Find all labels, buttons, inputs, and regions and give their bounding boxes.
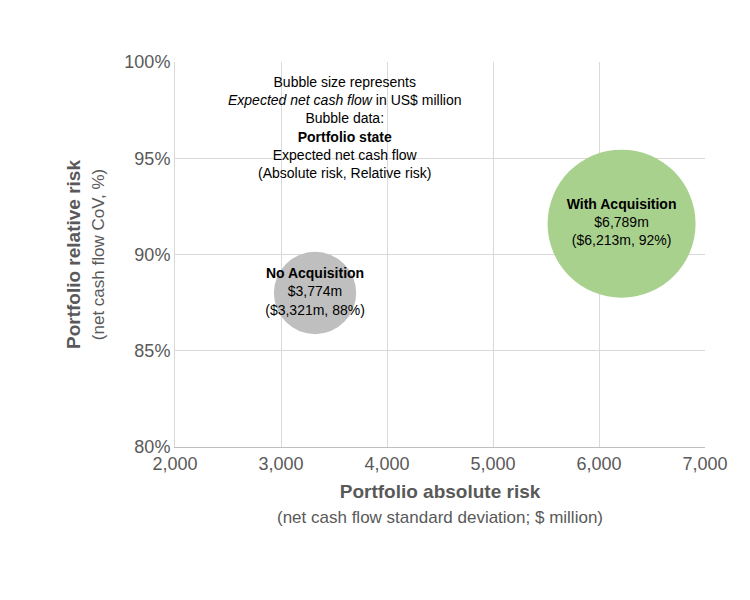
svg-text:100%: 100%	[124, 52, 170, 72]
svg-text:5,000: 5,000	[470, 454, 515, 474]
svg-text:4,000: 4,000	[364, 454, 409, 474]
svg-text:85%: 85%	[134, 341, 170, 361]
svg-text:90%: 90%	[134, 245, 170, 265]
svg-text:Portfolio relative risk(net ca: Portfolio relative risk(net cash flow Co…	[63, 160, 109, 349]
svg-text:2,000: 2,000	[152, 454, 197, 474]
svg-text:With Acquisition$6,789m($6,213: With Acquisition$6,789m($6,213m, 92%)	[567, 196, 677, 248]
svg-text:95%: 95%	[134, 149, 170, 169]
svg-text:Bubble size representsExpected: Bubble size representsExpected net cash …	[228, 74, 461, 181]
svg-text:6,000: 6,000	[576, 454, 621, 474]
svg-text:3,000: 3,000	[258, 454, 303, 474]
svg-text:7,000: 7,000	[682, 454, 727, 474]
svg-text:No Acquisition$3,774m($3,321m,: No Acquisition$3,774m($3,321m, 88%)	[265, 265, 365, 317]
svg-text:80%: 80%	[134, 437, 170, 457]
svg-text:Portfolio absolute risk(net ca: Portfolio absolute risk(net cash flow st…	[277, 481, 603, 527]
